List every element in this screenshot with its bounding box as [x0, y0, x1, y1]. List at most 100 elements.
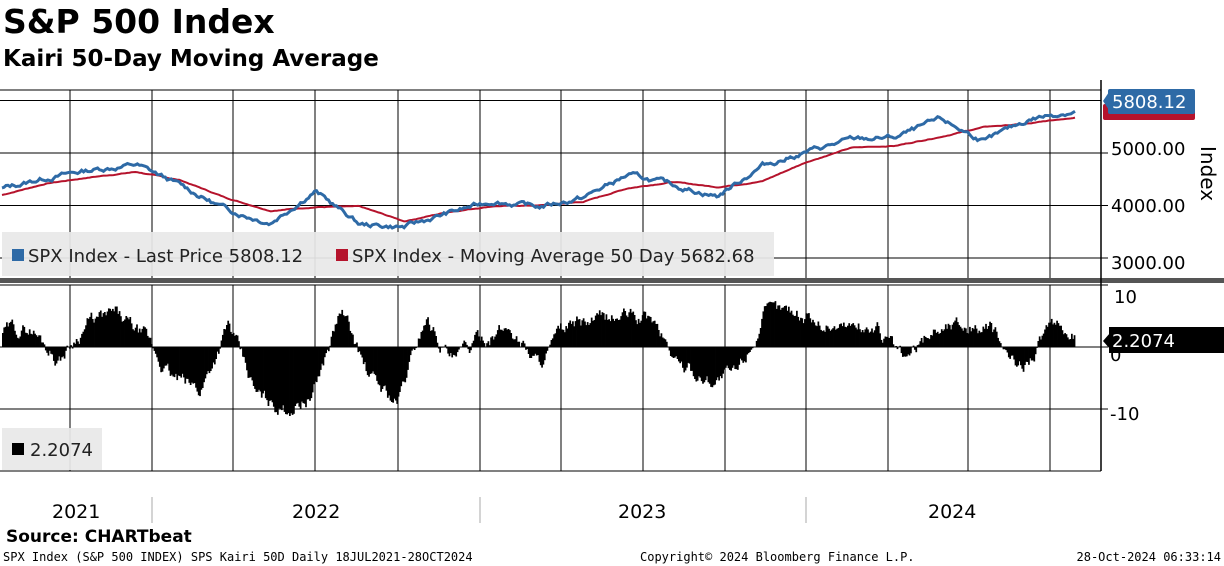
kairi-bar — [816, 326, 818, 347]
kairi-bar — [989, 321, 991, 347]
kairi-bar — [1025, 347, 1028, 362]
kairi-bar — [358, 347, 361, 352]
kairi-bar — [596, 313, 598, 347]
kairi-bar — [401, 347, 404, 382]
kairi-bar — [114, 306, 117, 347]
kairi-bar — [309, 347, 311, 401]
kairi-bar — [144, 327, 146, 347]
kairi-bar — [200, 347, 203, 390]
kairi-bar — [437, 347, 440, 349]
kairi-bar — [814, 325, 817, 347]
kairi-last-tag-arrow — [1103, 333, 1110, 349]
kairi-bar — [888, 337, 891, 347]
kairi-bar — [673, 347, 676, 358]
kairi-bar — [23, 326, 26, 347]
kairi-bar — [28, 329, 31, 347]
kairi-bar — [526, 347, 529, 350]
kairi-bar — [7, 326, 10, 347]
kairi-bar — [612, 318, 615, 347]
kairi-bar — [863, 332, 865, 347]
kairi-bar — [341, 309, 344, 347]
kairi-bar — [124, 319, 126, 347]
kairi-bar — [344, 316, 346, 347]
kairi-bar — [712, 347, 715, 386]
kairi-bar — [979, 332, 982, 347]
kairi-bar — [1014, 347, 1017, 366]
kairi-bar — [1013, 347, 1016, 360]
kairi-bar — [74, 343, 77, 347]
kairi-bar — [105, 315, 108, 347]
kairi-bar — [958, 325, 961, 347]
kairi-bar — [746, 347, 749, 355]
kairi-bar — [161, 347, 164, 372]
kairi-bar — [372, 347, 374, 372]
kairi-bar — [48, 347, 51, 351]
kairi-bar — [745, 347, 747, 363]
kairi-bar — [55, 347, 58, 364]
kairi-bar — [109, 308, 112, 347]
kairi-bar — [704, 347, 707, 381]
kairi-bar — [282, 347, 285, 406]
kairi-bar — [893, 346, 896, 347]
kairi-bar — [734, 347, 737, 369]
kairi-bar — [914, 347, 916, 350]
kairi-bar — [203, 347, 205, 383]
kairi-bar — [649, 317, 652, 347]
kairi-bar — [103, 312, 106, 347]
kairi-bar — [716, 347, 719, 378]
kairi-bar — [421, 330, 424, 347]
kairi-bar — [183, 347, 185, 378]
kairi-bar — [900, 347, 903, 354]
kairi-bar — [270, 347, 272, 401]
kairi-bar — [600, 315, 602, 347]
kairi-bar — [563, 332, 566, 347]
kairi-tick-neg10: -10 — [1110, 404, 1139, 425]
kairi-bar — [63, 347, 66, 359]
kairi-bar — [388, 347, 391, 396]
kairi-bar — [82, 331, 85, 347]
kairi-bar — [81, 333, 83, 347]
kairi-bar — [676, 347, 679, 359]
kairi-bar — [523, 343, 526, 347]
kairi-bar — [869, 331, 872, 347]
kairi-bar — [128, 319, 130, 347]
kairi-bar — [364, 347, 366, 362]
kairi-bar — [606, 319, 609, 347]
kairi-bar — [325, 347, 327, 354]
kairi-bar — [923, 335, 926, 347]
kairi-bar — [644, 311, 647, 347]
kairi-bar — [635, 320, 637, 347]
kairi-bar — [134, 327, 137, 347]
kairi-bar — [244, 347, 247, 363]
kairi-bar — [899, 345, 902, 347]
kairi-bar — [572, 321, 574, 347]
kairi-bar — [739, 347, 742, 359]
kairi-bar — [427, 317, 429, 347]
kairi-bar — [199, 347, 201, 397]
kairi-bar — [883, 338, 885, 347]
kairi-bar — [769, 301, 771, 347]
kairi-bar — [1024, 347, 1026, 365]
kairi-bar — [140, 332, 142, 347]
kairi-bar — [486, 343, 488, 347]
kairi-bar — [773, 302, 775, 347]
kairi-bar — [310, 347, 313, 399]
kairi-bar — [399, 347, 401, 392]
kairi-bar — [286, 347, 289, 415]
kairi-bar — [1029, 347, 1032, 359]
kairi-bar — [763, 306, 766, 347]
kairi-bar — [166, 347, 169, 364]
kairi-bar — [959, 326, 962, 347]
kairi-bar — [991, 332, 994, 347]
kairi-bar — [415, 347, 417, 349]
kairi-bar — [802, 323, 805, 347]
kairi-bar — [546, 347, 549, 351]
kairi-bar — [895, 346, 898, 347]
kairi-bar — [356, 342, 358, 347]
kairi-bar — [609, 321, 612, 347]
kairi-bar — [686, 347, 688, 368]
kairi-bar — [444, 344, 447, 347]
kairi-bar — [859, 329, 861, 347]
kairi-bar — [181, 347, 184, 374]
kairi-bar — [87, 318, 90, 347]
